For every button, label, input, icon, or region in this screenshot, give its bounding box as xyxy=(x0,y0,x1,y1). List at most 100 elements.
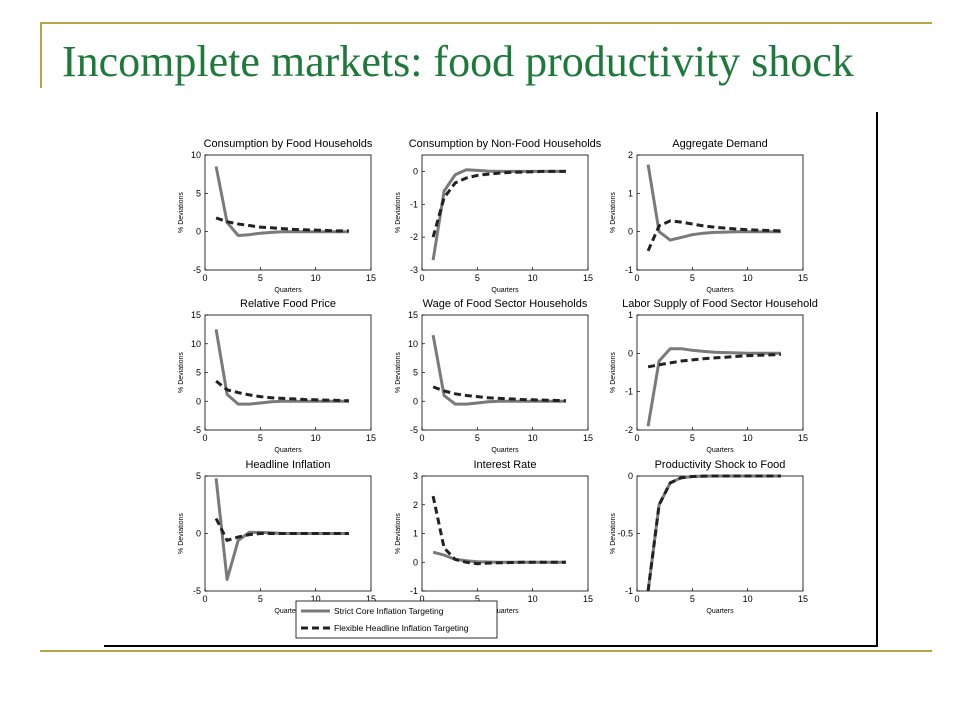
x-axis-label: Quarters xyxy=(274,608,302,615)
y-tick-label: 0 xyxy=(196,529,201,539)
series-line-flexible-headline xyxy=(215,379,349,403)
plot-area xyxy=(636,314,804,431)
y-tick-label: -5 xyxy=(193,586,201,596)
x-tick-label: 0 xyxy=(202,433,207,443)
slide-title: Incomplete markets: food productivity sh… xyxy=(62,37,854,86)
x-tick-label: 15 xyxy=(366,273,376,283)
y-axis-label: % Deviations xyxy=(395,192,402,233)
x-tick-label: 5 xyxy=(690,273,695,283)
y-tick-label: 0 xyxy=(628,348,633,358)
chart-title: Headline Inflation xyxy=(245,459,330,471)
y-tick-label: 1 xyxy=(413,529,418,539)
series-line-flexible-headline xyxy=(432,385,566,403)
y-tick-label: -1 xyxy=(625,387,633,397)
x-tick-label: 5 xyxy=(258,594,263,604)
y-axis-label: % Deviations xyxy=(178,513,185,554)
series-line-flexible-headline xyxy=(215,216,349,233)
x-tick-label: 15 xyxy=(366,594,376,604)
y-tick-label: 2 xyxy=(628,150,633,160)
y-tick-label: 15 xyxy=(191,310,201,320)
top-rule xyxy=(40,22,932,24)
legend: Strict Core Inflation Targeting Flexible… xyxy=(295,600,498,639)
x-tick-label: 10 xyxy=(311,433,321,443)
y-tick-label: -5 xyxy=(410,425,418,435)
x-tick-label: 0 xyxy=(634,433,639,443)
x-axis-label: Quarters xyxy=(274,287,302,294)
x-tick-label: 0 xyxy=(634,273,639,283)
x-tick-label: 15 xyxy=(583,273,593,283)
y-tick-label: 15 xyxy=(408,310,418,320)
x-tick-label: 15 xyxy=(366,433,376,443)
plot-area xyxy=(421,314,589,431)
x-tick-label: 15 xyxy=(798,594,808,604)
y-tick-label: -1 xyxy=(410,199,418,209)
x-axis-label: Quarters xyxy=(491,608,519,615)
y-tick-label: -3 xyxy=(410,265,418,275)
y-tick-label: 0 xyxy=(628,227,633,237)
y-tick-label: 10 xyxy=(408,339,418,349)
x-tick-label: 10 xyxy=(743,433,753,443)
x-tick-label: 10 xyxy=(528,594,538,604)
y-tick-label: 1 xyxy=(628,188,633,198)
series-line-flexible-headline xyxy=(646,219,781,252)
x-tick-label: 15 xyxy=(583,433,593,443)
x-tick-label: 10 xyxy=(311,273,321,283)
y-tick-label: 0 xyxy=(413,166,418,176)
chart-title: Interest Rate xyxy=(474,459,537,471)
x-tick-label: 10 xyxy=(743,594,753,604)
chart-panel-9: Productivity Shock to Food 0 5 10 15 -1 -0.5 0 Q… xyxy=(610,459,808,615)
y-tick-label: 0 xyxy=(628,471,633,481)
chart-title: Aggregate Demand xyxy=(672,138,767,150)
plot-area xyxy=(204,314,372,431)
y-tick-label: -0.5 xyxy=(617,529,633,539)
y-tick-label: 0 xyxy=(196,227,201,237)
series-line-flexible-headline xyxy=(214,517,349,542)
y-axis-label: % Deviations xyxy=(610,513,617,554)
y-tick-label: -1 xyxy=(410,586,418,596)
y-tick-label: 0 xyxy=(413,396,418,406)
x-tick-label: 5 xyxy=(475,594,480,604)
x-tick-label: 10 xyxy=(528,433,538,443)
chart-title: Relative Food Price xyxy=(240,298,336,310)
series-line-flexible-headline xyxy=(431,169,566,238)
plot-area xyxy=(636,475,804,592)
y-axis-label: % Deviations xyxy=(395,513,402,554)
x-axis-label: Quarters xyxy=(706,447,734,454)
legend-frame xyxy=(295,600,498,639)
x-axis-label: Quarters xyxy=(491,287,519,294)
y-tick-label: 2 xyxy=(413,500,418,510)
chart-title: Labor Supply of Food Sector Household xyxy=(622,298,818,310)
series-line-flexible-headline xyxy=(646,474,781,592)
legend-flexible-label: Flexible Headline Inflation Targeting xyxy=(334,623,469,633)
y-tick-label: -1 xyxy=(625,265,633,275)
x-tick-label: 10 xyxy=(743,273,753,283)
x-tick-label: 0 xyxy=(202,594,207,604)
x-tick-label: 10 xyxy=(528,273,538,283)
plot-area xyxy=(204,154,372,271)
x-axis-label: Quarters xyxy=(706,608,734,615)
y-tick-label: 1 xyxy=(628,310,633,320)
x-axis-label: Quarters xyxy=(706,287,734,294)
x-tick-label: 5 xyxy=(258,273,263,283)
x-tick-label: 0 xyxy=(419,433,424,443)
x-tick-label: 5 xyxy=(690,594,695,604)
x-tick-label: 15 xyxy=(798,273,808,283)
x-tick-label: 5 xyxy=(258,433,263,443)
y-tick-label: 5 xyxy=(196,368,201,378)
y-axis-label: % Deviations xyxy=(178,352,185,393)
y-tick-label: 5 xyxy=(196,188,201,198)
y-axis-label: % Deviations xyxy=(610,352,617,393)
x-tick-label: 15 xyxy=(583,594,593,604)
chart-title: Productivity Shock to Food xyxy=(655,459,786,471)
chart-title: Wage of Food Sector Households xyxy=(423,298,588,310)
x-axis-label: Quarters xyxy=(274,447,302,454)
y-tick-label: 0 xyxy=(413,557,418,567)
chart-title: Consumption by Non-Food Households xyxy=(409,138,602,150)
plot-area xyxy=(421,475,589,592)
